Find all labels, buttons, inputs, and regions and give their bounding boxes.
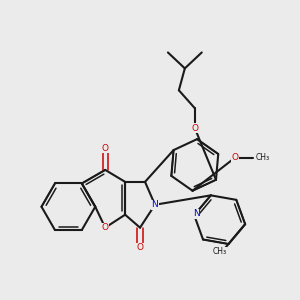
Text: N: N xyxy=(152,200,158,209)
Text: CH₃: CH₃ xyxy=(256,154,270,163)
Text: O: O xyxy=(231,154,238,163)
Text: O: O xyxy=(191,124,198,133)
Text: O: O xyxy=(102,143,109,152)
Text: O: O xyxy=(136,243,143,252)
Text: CH₃: CH₃ xyxy=(213,247,227,256)
Text: N: N xyxy=(193,209,200,218)
Text: O: O xyxy=(102,223,109,232)
